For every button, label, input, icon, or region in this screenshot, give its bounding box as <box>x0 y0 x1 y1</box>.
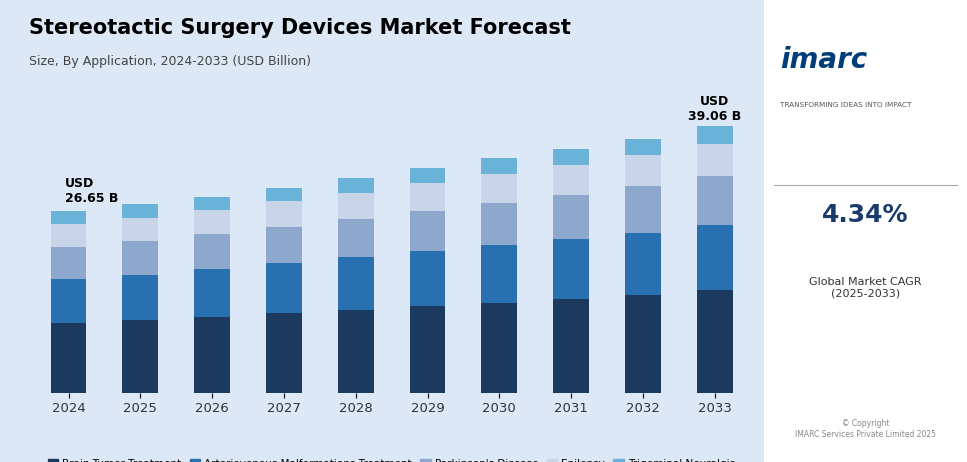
Bar <box>337 310 373 393</box>
Bar <box>50 247 86 279</box>
Bar <box>697 176 733 225</box>
Text: © Copyright
IMARC Services Private Limited 2025: © Copyright IMARC Services Private Limit… <box>795 419 936 439</box>
Bar <box>482 303 517 393</box>
Text: USD
39.06 B: USD 39.06 B <box>689 95 742 122</box>
Bar <box>553 165 589 195</box>
Bar <box>50 211 86 224</box>
Bar <box>553 149 589 165</box>
Bar <box>266 188 302 201</box>
Bar <box>482 203 517 245</box>
Bar <box>50 224 86 247</box>
Bar <box>625 139 660 155</box>
Bar <box>194 210 230 234</box>
Bar <box>410 306 446 393</box>
Bar <box>266 263 302 314</box>
Bar <box>697 144 733 176</box>
Bar <box>625 187 660 233</box>
Bar <box>123 218 159 242</box>
Bar <box>553 299 589 393</box>
Text: imarc: imarc <box>780 46 867 74</box>
Text: Size, By Application, 2024-2033 (USD Billion): Size, By Application, 2024-2033 (USD Bil… <box>29 55 311 68</box>
Bar <box>337 193 373 219</box>
Bar <box>266 227 302 263</box>
Bar <box>482 245 517 303</box>
Bar <box>50 279 86 323</box>
Bar <box>123 204 159 218</box>
Bar <box>625 295 660 393</box>
Bar <box>123 274 159 320</box>
Bar <box>337 178 373 193</box>
Bar <box>50 323 86 393</box>
Text: Stereotactic Surgery Devices Market Forecast: Stereotactic Surgery Devices Market Fore… <box>29 18 571 38</box>
Bar <box>194 197 230 210</box>
Bar <box>194 269 230 317</box>
Bar <box>410 211 446 251</box>
Bar <box>123 320 159 393</box>
Bar <box>410 183 446 211</box>
Bar <box>337 219 373 257</box>
Text: USD
26.65 B: USD 26.65 B <box>65 177 118 205</box>
Bar <box>266 201 302 227</box>
Bar <box>697 126 733 144</box>
Bar <box>553 195 589 239</box>
Bar <box>482 158 517 174</box>
Bar <box>410 168 446 183</box>
Bar <box>697 225 733 290</box>
Text: Global Market CAGR
(2025-2033): Global Market CAGR (2025-2033) <box>809 277 922 299</box>
Text: 4.34%: 4.34% <box>822 203 909 227</box>
Bar <box>697 290 733 393</box>
Legend: Brain Tumor Treatment, Arteriovenous Malformations Treatment, Parkinson's Diseas: Brain Tumor Treatment, Arteriovenous Mal… <box>44 455 740 462</box>
Bar <box>337 257 373 310</box>
Bar <box>123 242 159 274</box>
Bar <box>482 174 517 203</box>
Bar <box>625 155 660 187</box>
Bar <box>410 251 446 306</box>
Text: TRANSFORMING IDEAS INTO IMPACT: TRANSFORMING IDEAS INTO IMPACT <box>780 102 912 108</box>
Bar <box>625 233 660 295</box>
Bar <box>194 234 230 269</box>
Bar <box>553 239 589 299</box>
Bar <box>266 314 302 393</box>
Bar <box>194 317 230 393</box>
